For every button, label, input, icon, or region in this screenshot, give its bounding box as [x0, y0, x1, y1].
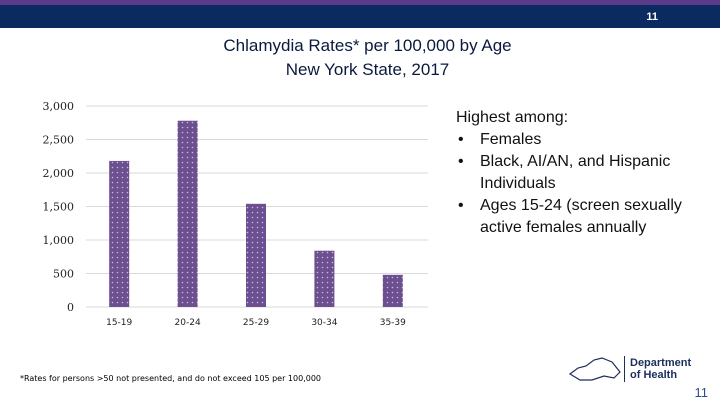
- top-banner-accent: [0, 0, 720, 5]
- y-tick-label: 0: [67, 301, 74, 314]
- finding-item: Ages 15-24 (screen sexually active femal…: [456, 195, 716, 239]
- footnote: *Rates for persons >50 not presented, an…: [20, 374, 322, 383]
- x-tick-label: 15-19: [106, 318, 132, 328]
- x-tick-label: 35-39: [380, 318, 406, 328]
- y-tick-label: 1,500: [43, 201, 75, 214]
- bar-20-24: [177, 120, 198, 308]
- y-tick-label: 2,000: [43, 167, 75, 180]
- nys-doh-logo: [568, 357, 621, 381]
- x-tick-label: 20-24: [175, 318, 201, 328]
- y-tick-label: 2,500: [43, 134, 75, 147]
- findings-list: Females Black, AI/AN, and Hispanic Indiv…: [456, 129, 716, 239]
- slide-number-top: 11: [646, 11, 658, 23]
- y-tick-label: 500: [53, 268, 74, 281]
- title-line-2: New York State, 2017: [285, 60, 450, 79]
- x-tick-label: 25-29: [243, 318, 269, 328]
- bar-15-19: [109, 160, 130, 307]
- title-line-1: Chlamydia Rates* per 100,000 by Age: [223, 36, 512, 55]
- bar-30-34: [314, 250, 335, 307]
- bar-25-29: [246, 203, 266, 307]
- department-of-health-label: Department of Health: [630, 357, 692, 381]
- key-findings: Highest among: Females Black, AI/AN, and…: [456, 107, 716, 239]
- finding-item: Females: [456, 129, 716, 151]
- x-tick-label: 30-34: [311, 318, 337, 328]
- finding-item: Black, AI/AN, and Hispanic Individuals: [456, 151, 716, 195]
- slide-number-bottom: 11: [694, 385, 709, 400]
- logo-divider: [624, 356, 625, 382]
- findings-heading: Highest among:: [456, 109, 569, 126]
- y-tick-label: 1,000: [43, 234, 75, 247]
- state-outline-icon: [568, 357, 621, 381]
- chart-title: Chlamydia Rates* per 100,000 by Age New …: [0, 34, 720, 82]
- bar-35-39: [382, 274, 403, 307]
- bar-chart: 0 500 1,000 1,500 2,000 2,500 3,000 15-19 20-24…: [43, 100, 428, 328]
- y-tick-label: 3,000: [43, 100, 75, 113]
